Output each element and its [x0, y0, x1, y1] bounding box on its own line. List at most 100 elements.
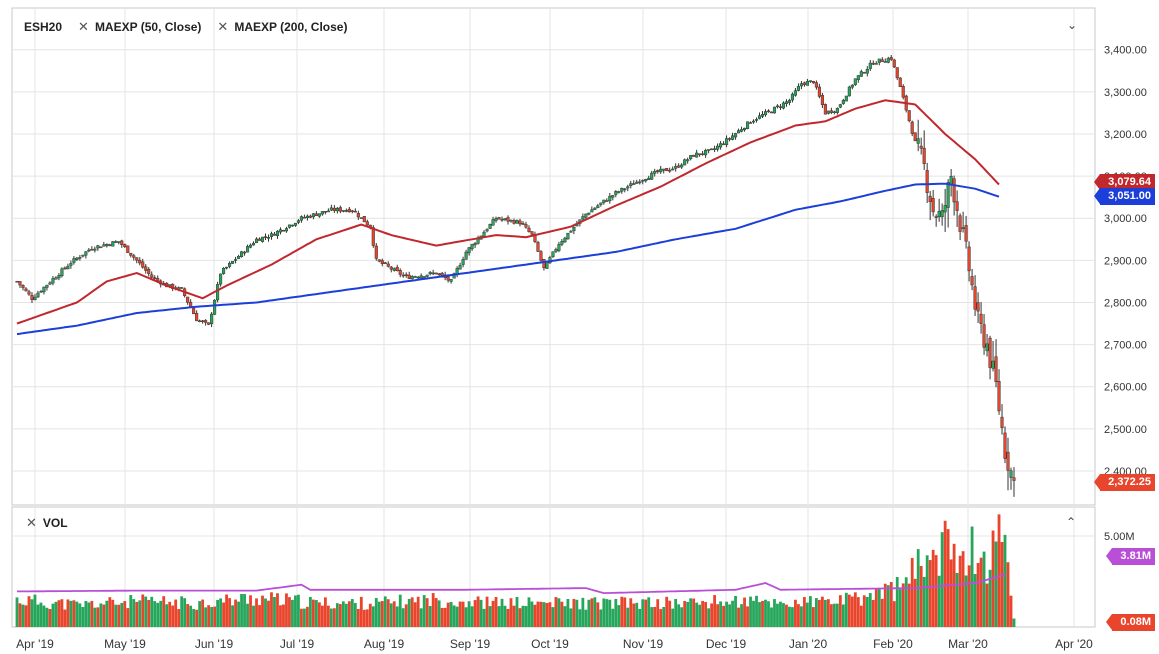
candle-body — [838, 104, 842, 108]
volume-bar — [925, 555, 929, 627]
volume-bar — [261, 595, 264, 627]
volume-bar — [338, 604, 342, 627]
volume-bar — [794, 599, 797, 627]
volume-bar — [620, 596, 624, 627]
volume-bar — [252, 605, 255, 627]
y-tick-label: 2,900.00 — [1104, 255, 1147, 267]
volume-bar — [976, 563, 980, 627]
volume-bar — [455, 606, 459, 627]
volume-bar — [907, 583, 911, 627]
candle-body — [967, 246, 971, 272]
candle-body — [931, 198, 935, 213]
volume-bar — [862, 595, 866, 627]
volume-bar — [659, 609, 663, 627]
candle-body — [308, 215, 312, 218]
y-tick-label: 2,500.00 — [1104, 424, 1147, 436]
candle-body — [392, 268, 396, 271]
remove-ma200-icon[interactable]: ✕ — [217, 19, 229, 34]
candle-body — [919, 145, 923, 149]
volume-bar — [225, 594, 228, 627]
candle-body — [440, 272, 444, 276]
volume-bar — [826, 599, 830, 627]
candle-body — [602, 199, 606, 203]
candle-body — [859, 71, 863, 77]
candle-body — [754, 119, 759, 121]
candle-body — [769, 111, 774, 114]
volume-bar — [889, 582, 893, 627]
candle-body — [832, 111, 836, 113]
candle-body — [820, 95, 824, 106]
candle-body — [581, 216, 585, 220]
y-tick-label: 3,200.00 — [1104, 129, 1147, 141]
candle-body — [641, 179, 645, 182]
collapse-price-pane-chevron-icon[interactable]: ⌄ — [1067, 18, 1078, 32]
volume-bar — [832, 603, 836, 627]
volume-bar — [105, 600, 109, 627]
volume-bar — [707, 608, 711, 627]
candle-body — [42, 286, 46, 293]
candle-body — [506, 217, 510, 222]
volume-bar — [443, 607, 447, 627]
volume-bar — [108, 597, 112, 627]
candle-body — [563, 237, 567, 243]
volume-bar — [841, 604, 845, 627]
volume-bar — [1003, 534, 1007, 627]
volume-bar — [970, 526, 974, 627]
candle-body — [907, 110, 911, 122]
candle-body — [674, 166, 678, 169]
volume-bar — [356, 608, 360, 627]
volume-bar — [770, 607, 773, 627]
candle-body — [141, 261, 145, 268]
candle-body — [725, 138, 729, 145]
candle-body — [713, 148, 717, 150]
volume-bar — [563, 606, 567, 627]
candle-body — [976, 302, 980, 312]
volume-bar — [539, 601, 543, 627]
candle-body — [470, 244, 474, 250]
volume-bar — [165, 604, 169, 627]
candle-body — [742, 127, 747, 131]
volume-bar — [344, 603, 348, 627]
volume-bar — [434, 598, 438, 627]
candle-body — [611, 195, 615, 198]
candle-body — [198, 320, 202, 323]
volume-bar — [931, 549, 935, 627]
volume-bar — [758, 602, 761, 627]
candle-body — [338, 207, 342, 212]
volume-bar — [880, 598, 884, 627]
candle-body — [650, 172, 654, 180]
volume-bar — [512, 605, 516, 627]
remove-volume-icon[interactable]: ✕ — [26, 515, 37, 530]
volume-bar — [183, 598, 187, 627]
candle-body — [503, 218, 507, 220]
candle-body — [467, 247, 471, 254]
volume-bar — [904, 577, 908, 627]
candle-body — [156, 278, 160, 281]
collapse-volume-pane-chevron-icon[interactable]: ⌃ — [1066, 515, 1077, 529]
volume-bar — [404, 604, 408, 627]
volume-bar — [973, 574, 977, 627]
volume-bar — [850, 596, 854, 627]
volume-bar — [207, 605, 211, 627]
volume-bar — [15, 597, 19, 627]
volume-bar — [937, 575, 941, 627]
candle-body — [311, 213, 315, 218]
volume-bar — [24, 605, 28, 627]
candle-body — [925, 170, 929, 193]
remove-ma50-icon[interactable]: ✕ — [78, 19, 89, 34]
volume-bar — [779, 601, 782, 627]
volume-bar — [249, 595, 252, 627]
candle-body — [123, 244, 127, 248]
volume-bar — [692, 598, 696, 627]
volume-bar — [979, 557, 983, 627]
candle-body — [410, 276, 414, 280]
volume-bar — [617, 605, 621, 627]
candle-body — [84, 251, 88, 256]
candle-body — [605, 200, 609, 202]
candle-body — [509, 219, 513, 222]
candle-body — [871, 62, 875, 65]
volume-bar — [629, 598, 633, 627]
volume-bar — [922, 576, 926, 627]
volume-bar — [69, 600, 73, 627]
